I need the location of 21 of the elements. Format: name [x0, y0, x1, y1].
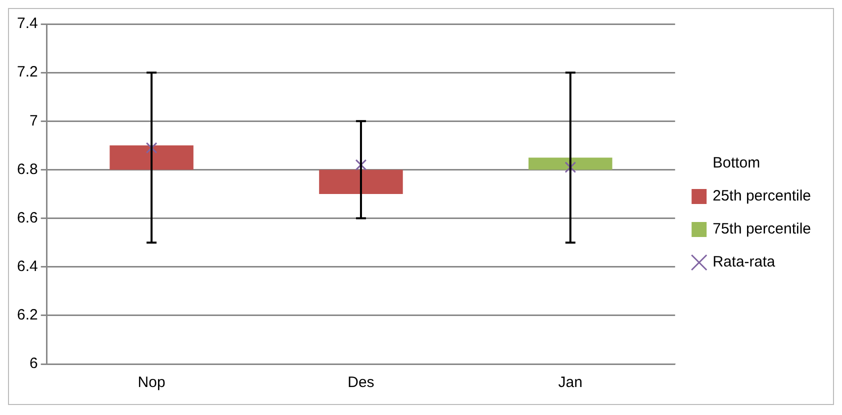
y-tick-label: 6.2	[16, 306, 38, 324]
y-tick-label: 7.4	[16, 15, 38, 32]
bar	[319, 170, 403, 194]
point	[355, 159, 367, 171]
x-tick-label: Jan	[558, 374, 582, 392]
y-tick-label: 6.6	[16, 209, 38, 226]
point	[564, 162, 576, 173]
point	[146, 142, 158, 154]
bar	[110, 145, 194, 170]
legend-label: 75th percentile	[712, 220, 812, 238]
y-tick-label: 7.2	[16, 64, 38, 81]
y-tick-label: 6	[30, 355, 38, 372]
bar	[528, 158, 612, 170]
legend-label: 25th percentile	[712, 188, 812, 205]
y-tick-label: 6.4	[16, 258, 38, 275]
text: Bottom	[712, 154, 760, 172]
y-tick-label: 6.8	[16, 160, 38, 178]
x-tick-label: Des	[348, 374, 374, 392]
y-tick-label: 7	[30, 112, 38, 130]
x-tick-label: Nop	[138, 374, 166, 392]
legend-label: Rata-rata	[712, 254, 776, 271]
